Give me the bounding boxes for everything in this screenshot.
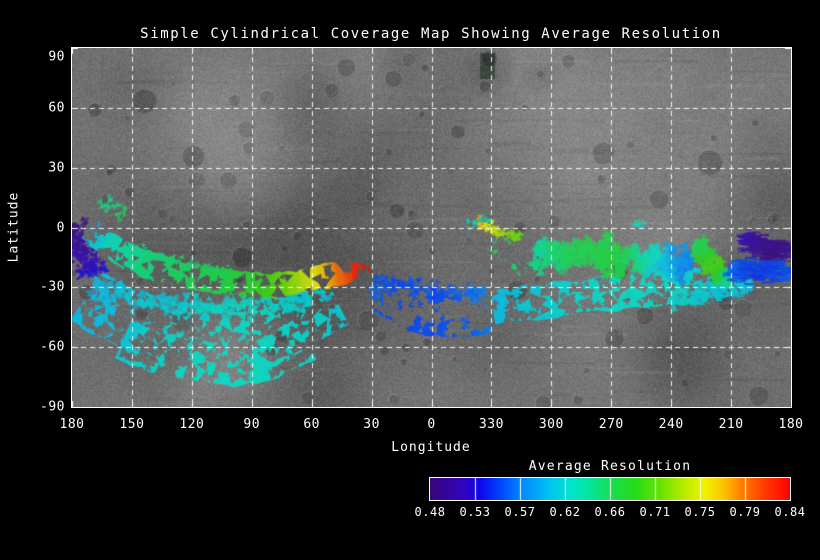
colorbar-tick-label: 0.66 <box>594 505 626 519</box>
x-tick-label: 60 <box>303 417 320 432</box>
x-tick-label: 210 <box>718 417 744 432</box>
x-tick-label: 180 <box>778 417 804 432</box>
chart-title: Simple Cylindrical Coverage Map Showing … <box>140 26 722 42</box>
x-tick-label: 150 <box>119 417 145 432</box>
colorbar-tick-label: 0.53 <box>459 505 491 519</box>
y-tick-label: -60 <box>40 339 65 355</box>
y-tick-label: 60 <box>48 100 65 116</box>
y-axis-label: Latitude <box>6 191 22 263</box>
y-tick-label: 0 <box>56 220 65 235</box>
y-tick-label: -90 <box>40 399 65 415</box>
x-tick-label: 30 <box>363 417 380 432</box>
x-tick-label: 240 <box>658 417 684 432</box>
x-tick-label: 90 <box>243 417 261 432</box>
colorbar-title: Average Resolution <box>528 459 692 474</box>
y-tick-label: -30 <box>40 279 65 295</box>
colorbar-tick-label: 0.84 <box>774 505 806 519</box>
x-tick-label: 0 <box>427 417 436 432</box>
x-tick-label: 120 <box>179 417 205 432</box>
colorbar-tick-label: 0.79 <box>729 505 761 519</box>
y-tick-label: 30 <box>48 160 65 176</box>
x-tick-label: 270 <box>598 417 624 432</box>
x-tick-label: 180 <box>59 417 85 432</box>
y-axis-ticks: 90 60 30 0 -30 -60 -90 <box>0 0 67 420</box>
colorbar <box>429 477 791 501</box>
colorbar-gradient <box>430 478 790 500</box>
x-axis-label: Longitude <box>391 440 471 455</box>
x-tick-label: 330 <box>478 417 504 432</box>
colorbar-tick-label: 0.71 <box>639 505 671 519</box>
colorbar-tick-label: 0.57 <box>504 505 536 519</box>
coverage-map-canvas <box>72 48 791 407</box>
x-tick-label: 300 <box>538 417 564 432</box>
colorbar-tick-label: 0.75 <box>684 505 716 519</box>
plot-area <box>71 47 792 408</box>
colorbar-tick-label: 0.48 <box>414 505 446 519</box>
colorbar-tick-label: 0.62 <box>549 505 581 519</box>
y-tick-label: 90 <box>48 49 65 65</box>
